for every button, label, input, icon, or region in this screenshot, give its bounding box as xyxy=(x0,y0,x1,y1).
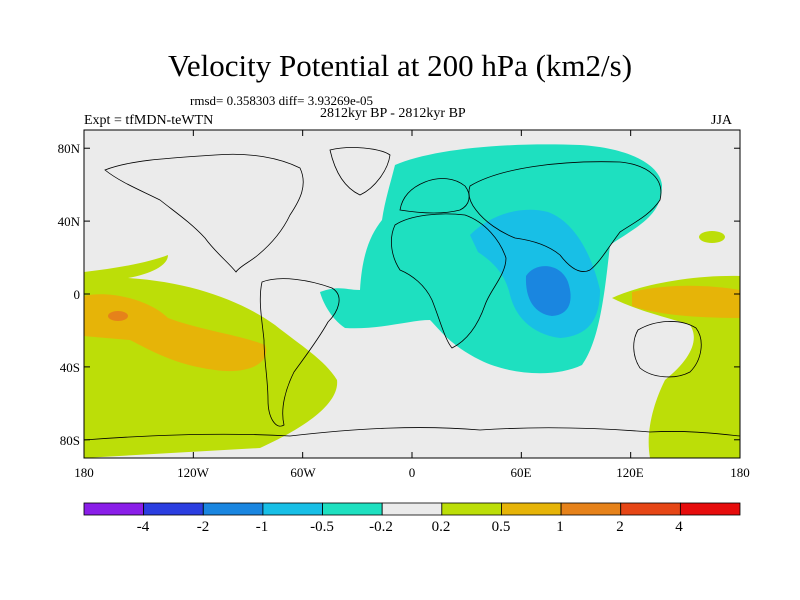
period-label: 2812kyr BP - 2812kyr BP xyxy=(320,106,466,121)
contour-darkorange-spot xyxy=(108,311,128,321)
lon-label-120w: 120W xyxy=(177,465,209,480)
colorbar-label-10: 4 xyxy=(675,519,683,535)
colorbar-label-6: 0.2 xyxy=(431,519,451,535)
coast-europe xyxy=(399,178,470,214)
colorbar-box-9 xyxy=(620,502,681,516)
experiment-label: Expt = tfMDN-teWTN xyxy=(84,113,214,128)
colorbar-label-7: 0.5 xyxy=(491,519,511,535)
colorbar-box-1 xyxy=(143,502,204,516)
lon-label-120e: 120E xyxy=(616,465,644,480)
colorbar-box-5 xyxy=(381,502,443,516)
colorbar-box-6 xyxy=(441,502,502,516)
season-label: JJA xyxy=(711,113,733,128)
stats-text: rmsd= 0.358303 diff= 3.93269e-05 xyxy=(190,93,374,108)
colorbar-box-7 xyxy=(501,502,562,516)
contour-green-northpacific xyxy=(699,231,725,243)
contour-blue-core xyxy=(525,266,571,316)
lon-label-180e: 180 xyxy=(730,465,750,480)
coast-greenland xyxy=(329,147,391,196)
colorbar-label-8: 1 xyxy=(556,519,564,535)
colorbar-box-8 xyxy=(560,502,622,516)
lat-label-40n: 40N xyxy=(57,214,80,229)
contour-orange-pacific xyxy=(84,294,267,372)
coast-north-america xyxy=(104,153,304,273)
lon-label-180w: 180 xyxy=(74,465,94,480)
coast-africa xyxy=(390,213,507,349)
coast-australia xyxy=(633,321,702,378)
colorbar-label-3: -1 xyxy=(255,519,269,535)
lat-label-80n: 80N xyxy=(57,141,80,156)
colorbar-box-2 xyxy=(202,502,264,516)
colorbar-label-1: -4 xyxy=(136,519,150,535)
coast-antarctica xyxy=(84,427,740,441)
colorbar-box-0 xyxy=(83,502,145,516)
lat-label-80s: 80S xyxy=(59,433,80,448)
contour-fields xyxy=(84,144,740,458)
coast-asia xyxy=(468,161,662,272)
colorbar-box-4 xyxy=(322,502,383,516)
map-title: Velocity Potential at 200 hPa (km2/s) xyxy=(167,48,633,83)
colorbar-label-5: -0.2 xyxy=(369,519,393,535)
colorbar-label-2: -2 xyxy=(196,519,210,535)
lat-label-40s: 40S xyxy=(59,360,80,375)
colorbar-label-9: 2 xyxy=(616,519,624,535)
lon-label-0: 0 xyxy=(408,465,416,480)
lat-label-0: 0 xyxy=(73,287,81,302)
coast-south-america xyxy=(259,278,340,427)
contour-green-westpacific xyxy=(612,275,740,458)
lon-label-60w: 60W xyxy=(290,465,316,480)
colorbar-label-4: -0.5 xyxy=(310,519,334,535)
colorbar-box-3 xyxy=(262,502,323,516)
coastlines xyxy=(84,147,740,441)
lon-label-60e: 60E xyxy=(510,465,532,480)
colorbar-box-10 xyxy=(679,502,741,516)
contour-orange-westpacific xyxy=(632,285,740,318)
